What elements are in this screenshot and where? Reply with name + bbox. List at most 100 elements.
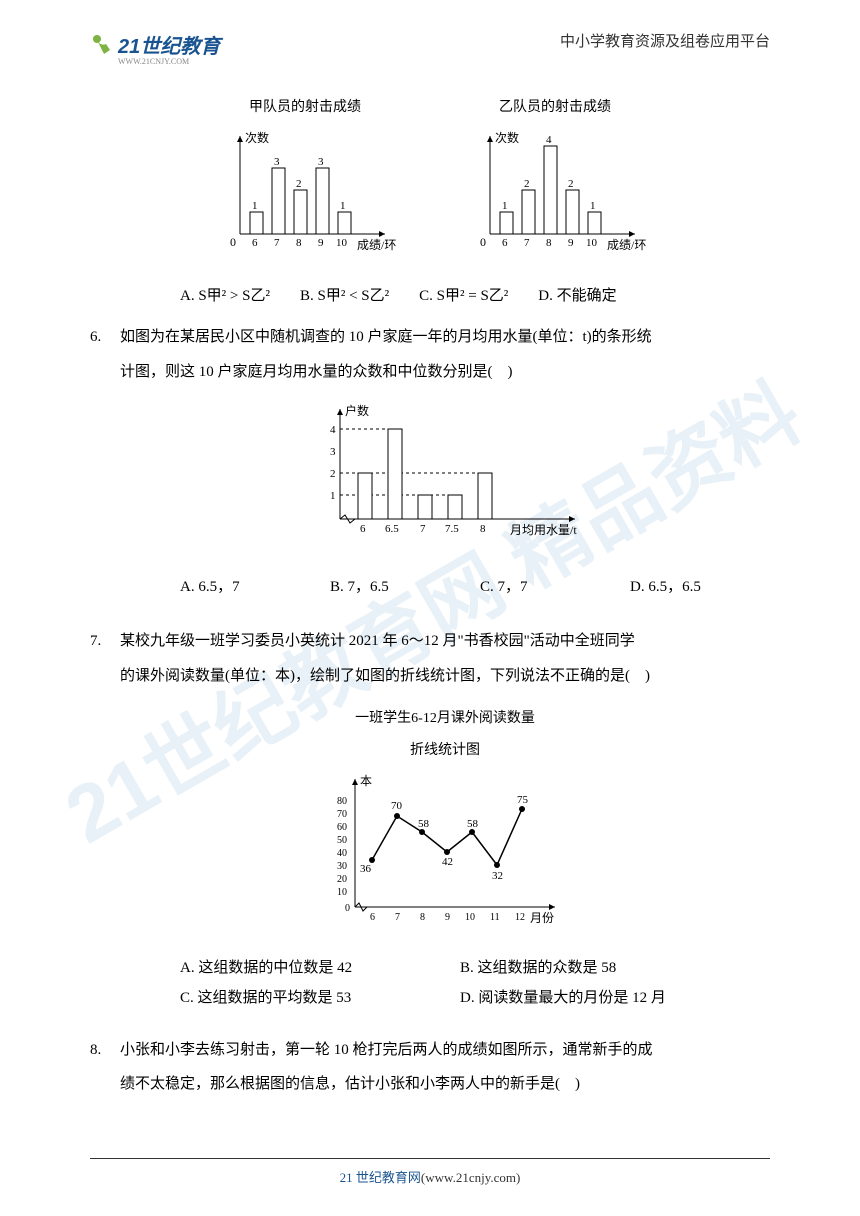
svg-text:40: 40 bbox=[337, 848, 347, 859]
q7-text1: 某校九年级一班学习委员小英统计 2021 年 6～12 月"书香校园"活动中全班… bbox=[120, 624, 770, 659]
svg-text:2: 2 bbox=[296, 178, 302, 190]
svg-text:70: 70 bbox=[391, 800, 403, 812]
svg-text:2: 2 bbox=[568, 178, 574, 190]
q7-opt-c: C. 这组数据的平均数是 53 bbox=[180, 983, 460, 1013]
question-6: 6. 如图为在某居民小区中随机调查的 10 户家庭一年的月均用水量(单位：t)的… bbox=[90, 320, 770, 616]
q8-number: 8. bbox=[90, 1033, 120, 1102]
svg-text:1: 1 bbox=[590, 200, 596, 212]
logo-text: 21世纪教育 bbox=[118, 30, 220, 59]
q5-options: A. S甲² > S乙² B. S甲² < S乙² C. S甲² = S乙² D… bbox=[90, 284, 770, 305]
q7-opt-d: D. 阅读数量最大的月份是 12 月 bbox=[460, 983, 740, 1013]
q6-opt-a: A. 6.5，7 bbox=[180, 570, 330, 605]
q8-text1: 小张和小李去练习射击，第一轮 10 枪打完后两人的成绩如图所示，通常新手的成 bbox=[120, 1033, 770, 1068]
logo: 21世纪教育 WWW.21CNJY.COM bbox=[90, 30, 220, 66]
question-8: 8. 小张和小李去练习射击，第一轮 10 枪打完后两人的成绩如图所示，通常新手的… bbox=[90, 1033, 770, 1102]
logo-icon bbox=[90, 32, 116, 65]
svg-text:10: 10 bbox=[336, 237, 348, 249]
q7-opt-a: A. 这组数据的中位数是 42 bbox=[180, 953, 460, 983]
svg-text:6: 6 bbox=[370, 912, 375, 923]
chart-yi-svg: 次数 成绩/环 0 1 6 2 7 4 8 2 9 1 10 bbox=[460, 124, 650, 264]
svg-text:80: 80 bbox=[337, 796, 347, 807]
q5-opt-a: A. S甲² > S乙² bbox=[180, 284, 270, 305]
q6-options: A. 6.5，7 B. 7，6.5 C. 7，7 D. 6.5，6.5 bbox=[120, 570, 780, 605]
chart-jia: 甲队员的射击成绩 次数 成绩/环 0 1 6 3 7 2 8 3 bbox=[210, 96, 400, 264]
svg-text:4: 4 bbox=[546, 134, 552, 146]
chart-jia-svg: 次数 成绩/环 0 1 6 3 7 2 8 3 9 1 10 bbox=[210, 124, 400, 264]
charts-row-q5: 甲队员的射击成绩 次数 成绩/环 0 1 6 3 7 2 8 3 bbox=[90, 96, 770, 264]
header-platform-text: 中小学教育资源及组卷应用平台 bbox=[560, 30, 770, 51]
q7-text2: 的课外阅读数量(单位：本)，绘制了如图的折线统计图，下列说法不正确的是( ) bbox=[120, 659, 770, 694]
chart-q6-svg: 户数 月均用水量/t 1 2 3 4 6 6.5 7 bbox=[300, 399, 600, 544]
svg-text:月均用水量/t: 月均用水量/t bbox=[510, 523, 577, 537]
svg-text:1: 1 bbox=[502, 200, 508, 212]
svg-text:9: 9 bbox=[445, 912, 450, 923]
svg-text:7: 7 bbox=[420, 523, 426, 535]
svg-text:0: 0 bbox=[345, 903, 350, 914]
chart-q7-title2: 折线统计图 bbox=[120, 735, 770, 767]
svg-text:58: 58 bbox=[467, 818, 479, 830]
svg-text:7: 7 bbox=[274, 237, 280, 249]
svg-text:6: 6 bbox=[252, 237, 258, 249]
svg-text:1: 1 bbox=[252, 200, 258, 212]
q5-opt-b: B. S甲² < S乙² bbox=[300, 284, 389, 305]
content: 甲队员的射击成绩 次数 成绩/环 0 1 6 3 7 2 8 3 bbox=[90, 96, 770, 1102]
svg-text:1: 1 bbox=[340, 200, 346, 212]
svg-text:30: 30 bbox=[337, 861, 347, 872]
svg-text:36: 36 bbox=[360, 863, 372, 875]
svg-text:次数: 次数 bbox=[495, 130, 519, 145]
svg-text:10: 10 bbox=[586, 237, 598, 249]
q7-opt-b: B. 这组数据的众数是 58 bbox=[460, 953, 740, 983]
svg-text:7: 7 bbox=[524, 237, 530, 249]
svg-text:0: 0 bbox=[230, 235, 236, 249]
svg-text:月份: 月份 bbox=[530, 911, 554, 925]
svg-text:75: 75 bbox=[517, 794, 529, 806]
svg-text:70: 70 bbox=[337, 809, 347, 820]
svg-text:11: 11 bbox=[490, 912, 500, 923]
svg-text:6.5: 6.5 bbox=[385, 523, 399, 535]
svg-text:2: 2 bbox=[330, 468, 336, 480]
footer-url: (www.21cnjy.com) bbox=[421, 1170, 520, 1185]
svg-text:10: 10 bbox=[465, 912, 475, 923]
svg-text:10: 10 bbox=[337, 887, 347, 898]
chart-yi-title: 乙队员的射击成绩 bbox=[460, 96, 650, 116]
q7-options: A. 这组数据的中位数是 42 B. 这组数据的众数是 58 C. 这组数据的平… bbox=[120, 953, 770, 1013]
svg-text:6: 6 bbox=[360, 523, 366, 535]
svg-text:成绩/环: 成绩/环 bbox=[607, 238, 646, 252]
q6-text2: 计图，则这 10 户家庭月均用水量的众数和中位数分别是( ) bbox=[120, 355, 780, 390]
chart-q7-title1: 一班学生6-12月课外阅读数量 bbox=[120, 703, 770, 735]
svg-text:8: 8 bbox=[480, 523, 486, 535]
svg-text:户数: 户数 bbox=[345, 403, 369, 418]
chart-q7: 一班学生6-12月课外阅读数量 折线统计图 本 月份 0 10 20 30 40… bbox=[120, 703, 770, 941]
q6-opt-c: C. 7，7 bbox=[480, 570, 630, 605]
svg-text:8: 8 bbox=[420, 912, 425, 923]
svg-text:8: 8 bbox=[296, 237, 302, 249]
footer-brand: 21 世纪教育网 bbox=[340, 1170, 421, 1185]
q5-opt-d: D. 不能确定 bbox=[538, 284, 616, 305]
svg-text:2: 2 bbox=[524, 178, 530, 190]
question-7: 7. 某校九年级一班学习委员小英统计 2021 年 6～12 月"书香校园"活动… bbox=[90, 624, 770, 1025]
svg-text:7: 7 bbox=[395, 912, 400, 923]
svg-text:7.5: 7.5 bbox=[445, 523, 459, 535]
svg-text:0: 0 bbox=[480, 235, 486, 249]
q7-number: 7. bbox=[90, 624, 120, 1025]
chart-q6: 户数 月均用水量/t 1 2 3 4 6 6.5 7 bbox=[120, 399, 780, 558]
svg-text:1: 1 bbox=[330, 490, 336, 502]
svg-text:4: 4 bbox=[330, 424, 336, 436]
q6-opt-b: B. 7，6.5 bbox=[330, 570, 480, 605]
svg-text:3: 3 bbox=[330, 446, 336, 458]
svg-text:本: 本 bbox=[360, 774, 372, 788]
svg-text:60: 60 bbox=[337, 822, 347, 833]
chart-jia-title: 甲队员的射击成绩 bbox=[210, 96, 400, 116]
page-footer: 21 世纪教育网(www.21cnjy.com) bbox=[0, 1150, 860, 1186]
svg-text:20: 20 bbox=[337, 874, 347, 885]
q6-opt-d: D. 6.5，6.5 bbox=[630, 570, 780, 605]
svg-text:8: 8 bbox=[546, 237, 552, 249]
svg-text:次数: 次数 bbox=[245, 130, 269, 145]
svg-text:9: 9 bbox=[318, 237, 324, 249]
q5-opt-c: C. S甲² = S乙² bbox=[419, 284, 508, 305]
svg-text:32: 32 bbox=[492, 870, 503, 882]
svg-text:6: 6 bbox=[502, 237, 508, 249]
chart-yi: 乙队员的射击成绩 次数 成绩/环 0 1 6 2 7 4 8 2 bbox=[460, 96, 650, 264]
page-header: 21世纪教育 WWW.21CNJY.COM 中小学教育资源及组卷应用平台 bbox=[90, 30, 770, 66]
svg-text:3: 3 bbox=[274, 156, 280, 168]
